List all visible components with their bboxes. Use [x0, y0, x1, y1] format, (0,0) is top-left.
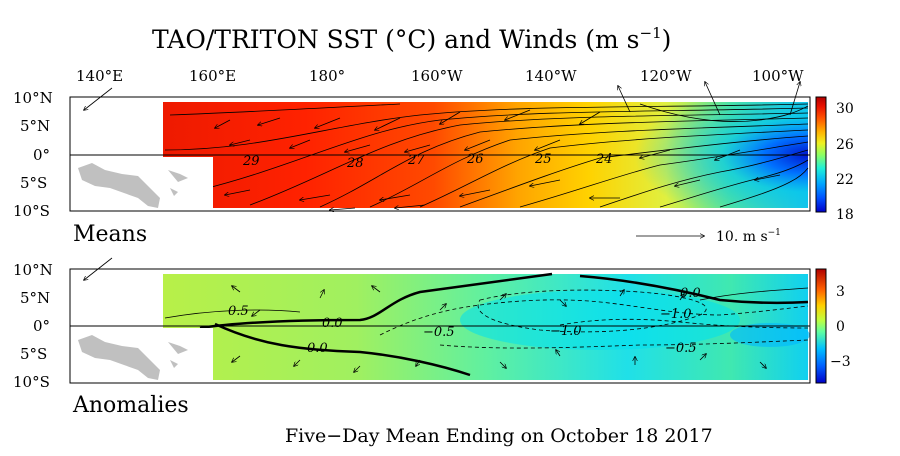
colorbar-tick: 30	[836, 101, 854, 117]
means-panel: 29 28 27 26 25 24	[13, 82, 854, 223]
wind-scale-label: 10. m s−1	[716, 228, 781, 245]
lat-label: 10°N	[13, 89, 53, 107]
anom-wind-vectors	[84, 257, 766, 372]
means-contour-labels: 29 28 27 26 25 24	[242, 152, 613, 171]
longitude-labels: 140°E 160°E 180° 160°W 140°W 120°W 100°W	[76, 67, 804, 85]
anom-contours	[164, 272, 809, 377]
contour-label: −0.5	[665, 341, 697, 356]
lat-label: 5°N	[20, 289, 50, 307]
footer-date: Five−Day Mean Ending on October 18 2017	[285, 425, 713, 447]
contour-label: −1.0	[660, 307, 692, 322]
contour-label: −1.0	[550, 324, 582, 339]
colorbar-tick: −3	[830, 354, 851, 370]
lat-label: 10°N	[13, 261, 53, 279]
new-guinea-land	[78, 163, 188, 208]
means-colorbar-ticks: 30 26 22 18	[836, 101, 854, 223]
lat-label: 10°S	[13, 202, 50, 220]
new-guinea-land	[78, 335, 188, 380]
contour-label: 24	[595, 152, 613, 167]
lat-label: 0°	[33, 317, 50, 335]
contour-label: 0.0	[680, 286, 701, 301]
contour-label: 0.0	[322, 316, 343, 331]
contour-label: −0.5	[423, 325, 455, 340]
colorbar-tick: 0	[836, 319, 845, 335]
lon-label: 120°W	[640, 67, 692, 85]
contour-label: 28	[346, 156, 364, 171]
lon-label: 180°	[309, 67, 345, 85]
lon-label: 140°W	[525, 67, 577, 85]
colorbar-tick: 18	[836, 207, 854, 223]
colorbar-tick: 26	[836, 137, 854, 153]
colorbar-tick: 3	[836, 284, 845, 300]
lon-label: 160°W	[411, 67, 463, 85]
lon-label: 160°E	[189, 67, 236, 85]
anom-colorbar-ticks: 3 0 −3	[830, 284, 851, 370]
contour-label: 0.5	[228, 304, 249, 319]
means-contours	[164, 103, 809, 208]
anomalies-label: Anomalies	[72, 393, 189, 418]
lon-label: 140°E	[76, 67, 123, 85]
means-label: Means	[73, 222, 147, 247]
lat-label: 5°S	[20, 345, 47, 363]
contour-label: 29	[242, 154, 260, 169]
anomalies-panel: 0.5 0.0 0.0 −0.5 −1.0 −1.0 −0.5 0.0	[13, 257, 851, 391]
anom-contour-labels: 0.5 0.0 0.0 −0.5 −1.0 −1.0 −0.5 0.0	[228, 286, 701, 356]
anom-cold-patch	[460, 290, 740, 350]
means-frame	[69, 96, 811, 212]
contour-label: 25	[534, 152, 552, 167]
lat-label: 5°S	[20, 174, 47, 192]
contour-label: 0.0	[307, 341, 328, 356]
means-wind-vectors	[84, 82, 800, 210]
contour-label: 26	[466, 152, 484, 167]
lon-label: 100°W	[752, 67, 804, 85]
means-colorbar	[815, 96, 827, 213]
means-lat-labels: 10°N 5°N 0° 5°S 10°S	[13, 89, 53, 220]
lat-label: 5°N	[20, 117, 50, 135]
lat-label: 10°S	[13, 373, 50, 391]
anom-lat-labels: 10°N 5°N 0° 5°S 10°S	[13, 261, 53, 391]
colorbar-tick: 22	[836, 172, 854, 188]
anom-colorbar	[815, 268, 827, 384]
contour-label: 27	[407, 153, 425, 168]
lat-label: 0°	[33, 146, 50, 164]
figure-title: TAO/TRITON SST (°C) and Winds (m s−1)	[152, 24, 671, 54]
